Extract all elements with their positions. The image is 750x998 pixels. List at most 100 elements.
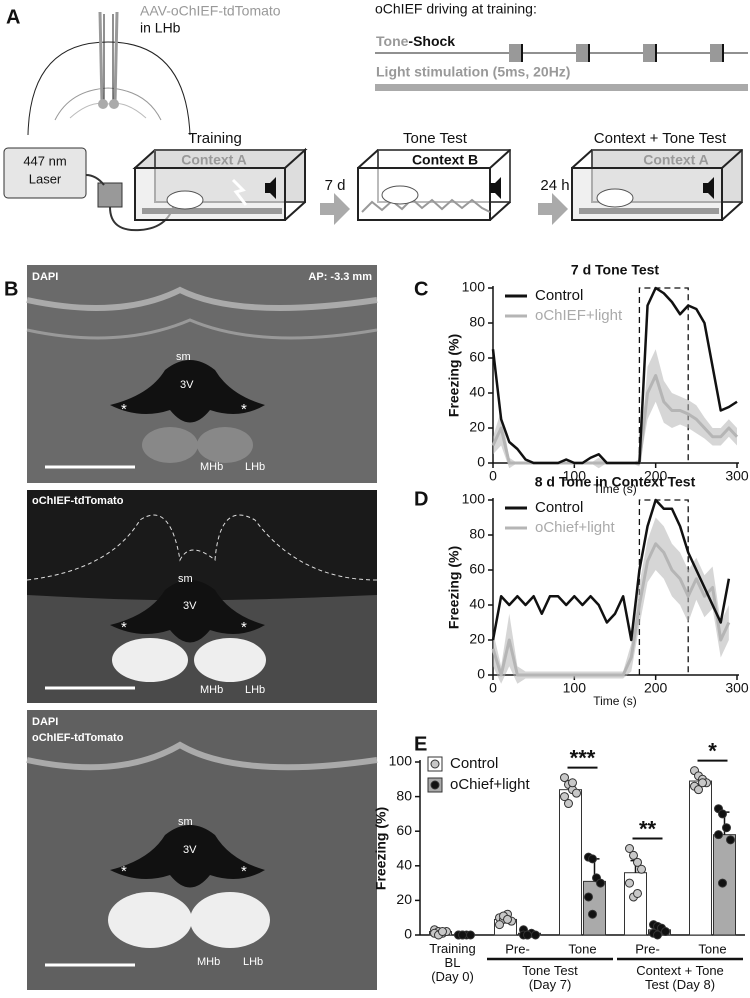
series-line	[491, 498, 731, 642]
y-tick-label: 40	[396, 857, 412, 873]
text-line: Training	[429, 941, 475, 956]
y-tick-label: 20	[469, 631, 485, 647]
x-tick-label: 300	[725, 468, 749, 484]
data-point	[466, 930, 475, 940]
y-tick-label: 20	[469, 419, 485, 435]
x-tick-label: 200	[644, 468, 668, 484]
x-axis-label: Time (s)	[593, 482, 637, 496]
region-label: LHb	[245, 684, 265, 696]
brain-schematic	[27, 11, 191, 136]
data-point	[694, 785, 703, 795]
legend-label: Control	[535, 499, 583, 516]
data-point	[653, 930, 662, 940]
text-line: Context + Tone	[636, 963, 724, 978]
ventricle-mark: *	[121, 863, 127, 880]
ventricle-mark: *	[121, 401, 127, 418]
legend-swatch	[430, 780, 440, 790]
x-tick-label: 200	[644, 680, 668, 696]
bar	[559, 789, 582, 936]
laser-label: Laser	[29, 171, 62, 186]
target-label: in LHb	[140, 20, 181, 36]
panel-label: C	[414, 278, 428, 300]
data-point	[661, 927, 670, 937]
data-point	[495, 920, 504, 930]
data-point	[458, 930, 467, 940]
tone-interval	[638, 287, 689, 463]
group-label: Tone Test (Day 7)	[522, 963, 578, 992]
text-line: BL	[445, 955, 461, 970]
x-tick-label: Pre-	[505, 941, 530, 956]
data-point	[625, 844, 634, 853]
light-label: Light stimulation (5ms, 20Hz)	[376, 64, 570, 80]
y-tick-label: 40	[469, 596, 485, 612]
context-label: Context A	[643, 152, 709, 168]
region-label: 3V	[180, 379, 194, 391]
tone-label: Tone	[376, 33, 409, 49]
data-point	[718, 809, 727, 819]
y-axis-label: Freezing (%)	[446, 334, 462, 417]
y-tick-label: 80	[396, 787, 412, 803]
y-axis-label: Freezing (%)	[446, 546, 462, 629]
text-line: Tone Test	[522, 963, 578, 978]
ventricle-mark: *	[121, 619, 127, 636]
context-box	[357, 149, 511, 221]
context-label: Context B	[412, 152, 478, 168]
region-label: sm	[176, 351, 191, 363]
data-point	[523, 930, 532, 940]
y-tick-label: 0	[404, 926, 412, 942]
legend-swatch	[430, 759, 440, 769]
y-tick-label: 60	[469, 561, 485, 577]
ventricle-mark: *	[241, 863, 247, 880]
data-point	[438, 927, 447, 937]
legend-label: Control	[450, 755, 498, 772]
x-tick-label: Pre-	[635, 941, 660, 956]
x-tick-label: Tone	[698, 941, 726, 956]
protocol-title: oChIEF driving at training:	[375, 1, 537, 17]
legend-label: oChief+light	[535, 519, 615, 536]
x-tick-label: 100	[563, 468, 587, 484]
data-point	[584, 892, 593, 902]
legend-label: oChIEF+light	[535, 307, 623, 324]
x-axis-label: Time (s)	[593, 694, 637, 708]
tone-shock-label: Tone-Shock	[376, 33, 455, 49]
histology-image	[26, 490, 378, 703]
laser-label: 447 nm	[23, 153, 66, 168]
x-tick-label: 100	[563, 680, 587, 696]
stage-title: Context + Tone Test	[594, 130, 727, 147]
group-label: Context + Tone Test (Day 8)	[636, 963, 724, 992]
data-point	[633, 888, 642, 898]
laser	[3, 147, 176, 232]
data-point	[588, 854, 597, 864]
light-bar	[375, 84, 748, 91]
delay-label: 24 h	[540, 177, 569, 194]
data-point	[633, 857, 642, 867]
region-label: MHb	[200, 684, 223, 696]
bar	[583, 880, 606, 936]
panel-label: D	[414, 488, 428, 510]
text-line: (Day 7)	[529, 977, 572, 992]
chart-title: 8 d Tone in Context Test	[535, 474, 696, 490]
stage-title: Tone Test	[403, 130, 468, 147]
region-label: sm	[178, 573, 193, 585]
data-point	[726, 835, 735, 845]
region-label: 3V	[183, 844, 197, 856]
x-tick-label: Training BL (Day 0)	[429, 941, 475, 984]
shock-label: -Shock	[408, 33, 455, 49]
y-tick-label: 60	[396, 822, 412, 838]
y-tick-label: 40	[469, 384, 485, 400]
y-tick-label: 100	[389, 753, 413, 769]
chart-title: 7 d Tone Test	[571, 262, 659, 278]
error-band	[493, 349, 737, 469]
arrow	[538, 193, 568, 225]
y-tick-label: 60	[469, 349, 485, 365]
stain-label: oChIEF-tdTomato	[32, 495, 124, 507]
stain-label: oChIEF-tdTomato	[32, 732, 124, 744]
error-band	[493, 517, 729, 684]
context-box	[132, 147, 308, 221]
ap-label: AP: -3.3 mm	[308, 271, 372, 283]
data-point	[714, 830, 723, 840]
y-tick-label: 100	[462, 279, 486, 295]
significance-label: **	[639, 816, 657, 841]
